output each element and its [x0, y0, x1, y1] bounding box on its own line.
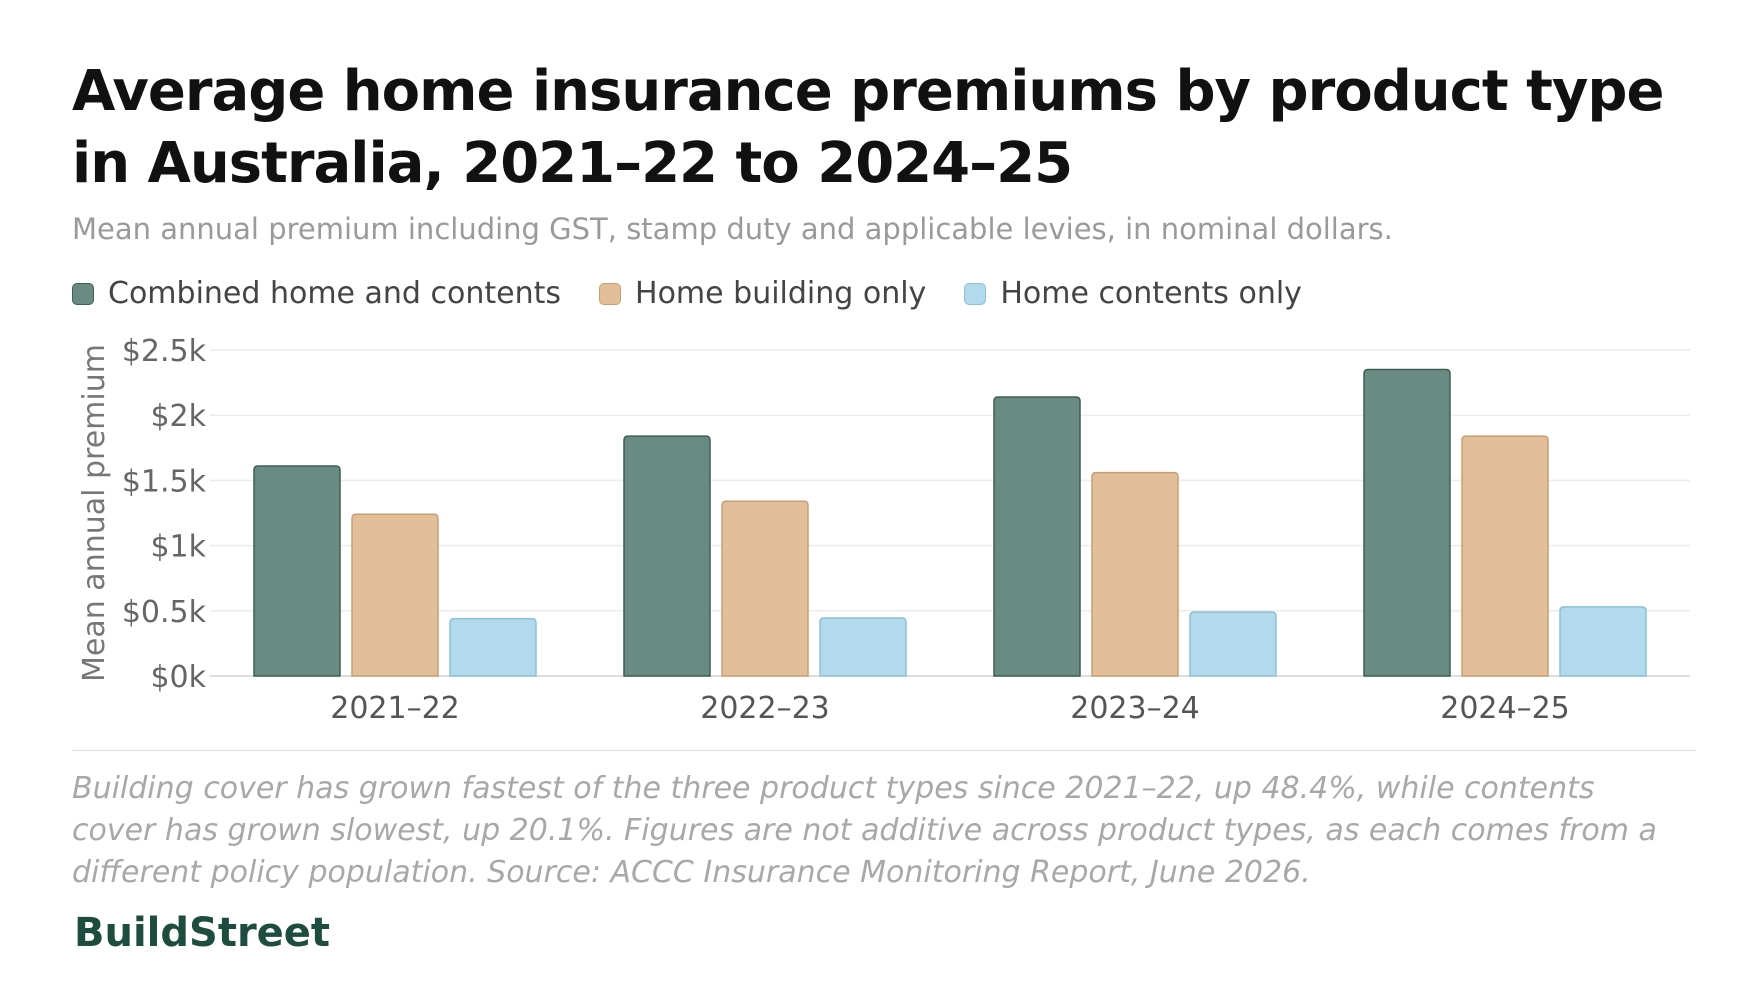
y-tick-label: $1.5k — [122, 464, 207, 499]
x-tick-label: 2022–23 — [700, 691, 830, 720]
legend-item-contents: Home contents only — [964, 276, 1302, 311]
bar-chart: $0k $0.5k $1k $1.5k $2k $2.5k Mean annual prem… — [77, 334, 1690, 720]
legend-label-building: Home building only — [635, 276, 927, 311]
legend-swatch-combined — [72, 282, 94, 305]
legend-item-building: Home building only — [599, 276, 926, 311]
y-tick-label: $0.5k — [122, 595, 207, 630]
bar — [449, 617, 537, 677]
x-tick-label: 2023–24 — [1070, 691, 1200, 720]
y-tick-label: $2k — [150, 399, 206, 434]
chart-title: Average home insurance premiums by produ… — [72, 59, 1664, 196]
legend-item-combined: Combined home and contents — [72, 276, 561, 311]
bar — [819, 617, 907, 677]
legend-swatch-contents — [964, 282, 987, 305]
bar — [623, 435, 711, 677]
x-tick-label: 2024–25 — [1440, 691, 1570, 720]
bar — [1461, 435, 1549, 677]
chart-subtitle: Mean annual premium including GST, stamp… — [72, 212, 1393, 246]
brand-logo: BuildStreet — [74, 910, 331, 956]
y-tick-label: $2.5k — [122, 334, 207, 369]
y-axis-label: Mean annual premium — [77, 344, 112, 682]
bar — [1091, 471, 1179, 677]
y-tick-label: $0k — [150, 660, 206, 695]
bar — [1189, 611, 1277, 677]
chart-legend: Combined home and contents Home building… — [72, 276, 1340, 311]
bar — [993, 396, 1081, 677]
legend-label-contents: Home contents only — [1000, 276, 1302, 311]
x-tick-label: 2021–22 — [330, 691, 460, 720]
bar — [1559, 606, 1647, 677]
bar — [351, 513, 439, 677]
bar — [721, 500, 809, 677]
legend-swatch-building — [599, 282, 622, 305]
footer-note: Building cover has grown fastest of the … — [72, 771, 1657, 890]
bar — [1363, 368, 1451, 677]
footer-divider — [72, 750, 1696, 751]
bar — [253, 465, 341, 677]
y-tick-label: $1k — [150, 530, 206, 565]
legend-label-combined: Combined home and contents — [108, 276, 562, 311]
